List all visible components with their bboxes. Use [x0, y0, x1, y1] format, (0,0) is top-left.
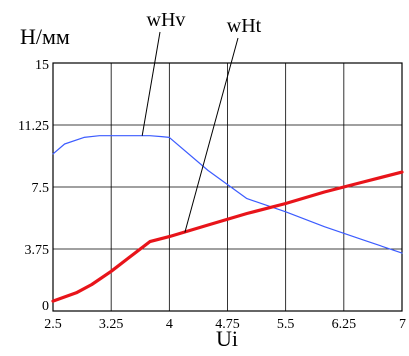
- leader-line-wHv: [141, 31, 161, 136]
- y-axis-title: Н/мм: [20, 24, 70, 49]
- callout-group: wHv wHt: [141, 9, 262, 233]
- x-tick-labels: 2.5 3.25 4 4.75 5.5 6.25 7: [44, 317, 406, 332]
- y-tick-label: 3.75: [25, 243, 50, 258]
- x-tick-label: 4: [166, 317, 173, 332]
- y-tick-label: 7.5: [32, 181, 50, 196]
- x-tick-label: 6.25: [332, 317, 357, 332]
- x-tick-label: 5.5: [277, 317, 295, 332]
- series-group: [51, 135, 404, 303]
- series-label-wHt: wHt: [227, 15, 262, 37]
- series-line-wHt: [51, 170, 404, 303]
- plot-frame: [52, 62, 403, 312]
- x-tick-label: 4.75: [215, 317, 240, 332]
- y-tick-label: 11.25: [18, 119, 49, 134]
- x-tick-label: 2.5: [44, 317, 62, 332]
- x-tick-label: 3.25: [99, 317, 124, 332]
- y-tick-labels: 0 3.75 7.5 11.25 15: [18, 58, 49, 314]
- series-line-wHv: [52, 135, 403, 254]
- y-tick-label: 15: [35, 58, 49, 73]
- x-tick-label: 7: [399, 317, 406, 332]
- series-label-wHv: wHv: [147, 9, 186, 31]
- x-axis-title: Ui: [216, 326, 238, 351]
- leader-line-wHt: [184, 37, 239, 233]
- y-tick-label: 0: [42, 299, 49, 314]
